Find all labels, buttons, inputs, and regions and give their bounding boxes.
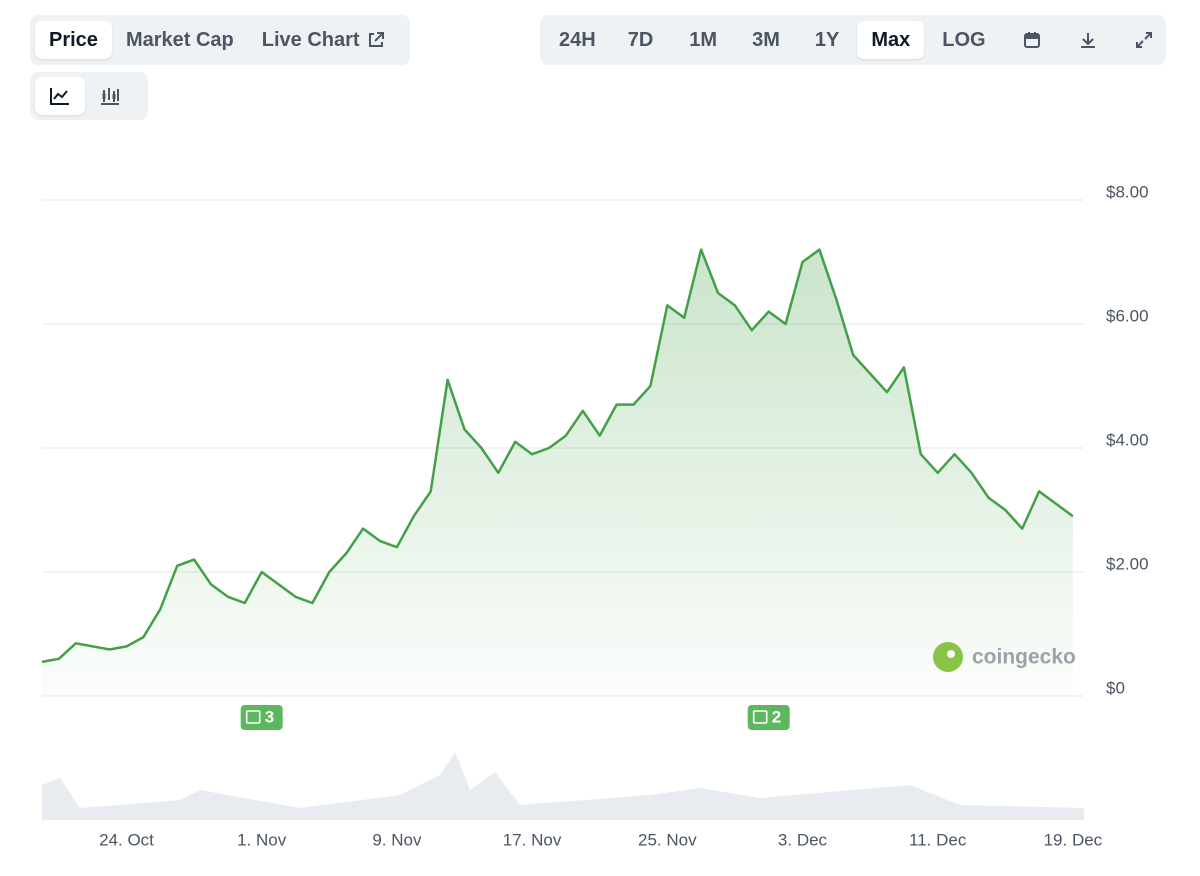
download-button[interactable] — [1060, 21, 1116, 59]
range[interactable]: 24H — [559, 28, 596, 51]
x-tick-label: 3. Dec — [778, 830, 828, 849]
line-chart-button[interactable] — [35, 77, 85, 115]
tab[interactable]: Market Cap — [125, 28, 234, 51]
calendar-icon — [1023, 32, 1040, 48]
range[interactable]: Max — [857, 21, 925, 59]
news-badge[interactable]: 2 — [747, 705, 790, 730]
badge-icon — [245, 710, 261, 724]
x-tick-label: 25. Nov — [638, 830, 697, 849]
badge-count: 3 — [265, 707, 274, 726]
download-icon — [1080, 33, 1095, 48]
external-icon — [368, 32, 384, 47]
volume-strip — [42, 752, 1084, 820]
tab[interactable]: Live Chart — [248, 21, 400, 59]
y-tick-label: $4.00 — [1106, 430, 1149, 449]
calendar-button[interactable] — [1004, 21, 1060, 59]
y-tick-label: $0 — [1106, 678, 1125, 697]
y-tick-label: $6.00 — [1106, 306, 1149, 325]
x-tick-label: 19. Dec — [1044, 830, 1103, 849]
badge-icon — [752, 710, 768, 724]
chart-type-group — [30, 72, 148, 120]
fullscreen-button[interactable] — [1116, 21, 1172, 59]
x-tick-label: 1. Nov — [237, 830, 287, 849]
range[interactable]: 7D — [627, 28, 654, 51]
news-badge[interactable]: 3 — [240, 705, 283, 730]
badge-count: 2 — [772, 707, 781, 726]
candle-chart-button[interactable] — [85, 77, 135, 115]
range-group: 24H 7D 1M 3M 1Y Max LOG — [540, 15, 1166, 65]
tab-group: Price Market Cap Live Chart — [30, 15, 410, 65]
range[interactable]: 1Y — [814, 28, 840, 51]
candle-icon — [101, 88, 119, 105]
x-tick-label: 24. Oct — [99, 830, 154, 849]
tab-label: Live Chart — [261, 28, 360, 51]
expand-icon — [1135, 32, 1152, 48]
tab[interactable]: Price — [35, 21, 112, 59]
y-tick-label: $8.00 — [1106, 182, 1149, 201]
range[interactable]: 1M — [689, 28, 718, 51]
price-area — [42, 249, 1073, 696]
y-tick-label: $2.00 — [1106, 554, 1149, 573]
range[interactable]: 3M — [752, 28, 780, 51]
x-tick-label: 17. Nov — [503, 830, 562, 849]
x-tick-label: 9. Nov — [372, 830, 422, 849]
line-icon — [50, 88, 69, 105]
price-line — [41, 248, 1074, 664]
x-tick-label: 11. Dec — [909, 830, 967, 849]
range[interactable]: LOG — [942, 28, 986, 51]
